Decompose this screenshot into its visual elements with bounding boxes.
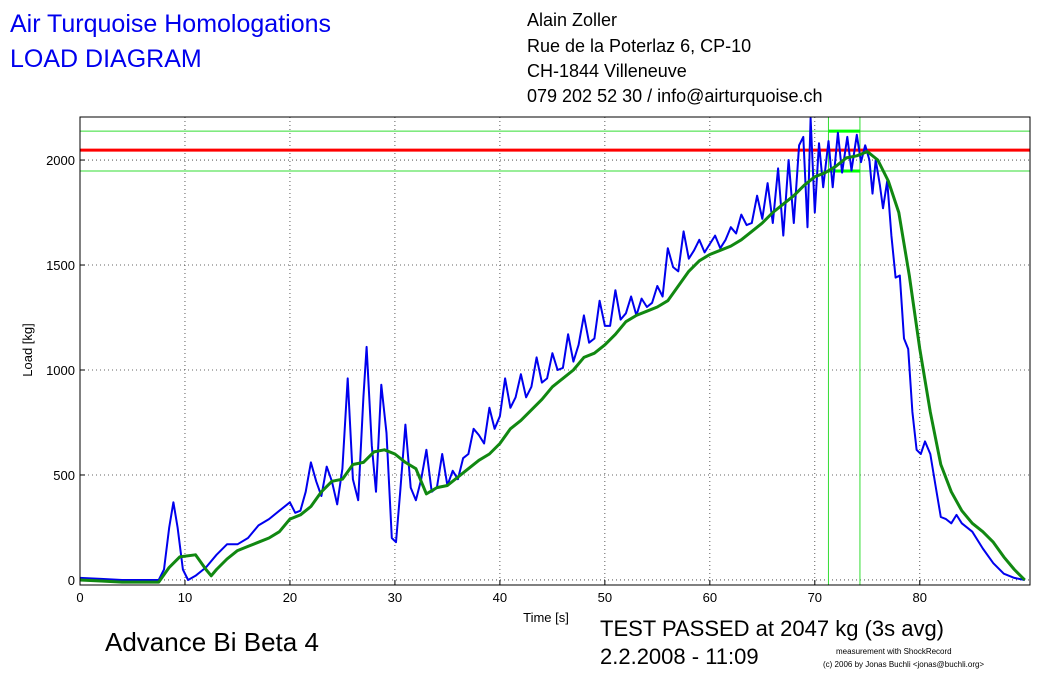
y-tick-label: 1500: [46, 258, 75, 273]
plot-frame: [79, 116, 1031, 586]
series-line: [79, 150, 1026, 584]
x-tick-label: 50: [598, 590, 612, 605]
address-line: Alain Zoller: [527, 10, 617, 30]
x-axis-label: Time [s]: [523, 610, 569, 625]
x-tick-label: 0: [76, 590, 83, 605]
y-tick-label: 1000: [46, 363, 75, 378]
subtitle: LOAD DIAGRAM: [10, 45, 202, 73]
y-tick-label: 500: [53, 468, 75, 483]
x-tick-label: 40: [493, 590, 507, 605]
title: Air Turquoise Homologations: [10, 10, 331, 38]
y-tick-label: 2000: [46, 153, 75, 168]
y-tick-label: 0: [68, 573, 75, 588]
x-tick-label: 80: [913, 590, 927, 605]
series-line: [79, 117, 1025, 581]
test-date: 2.2.2008 - 11:09: [600, 644, 759, 669]
credit: (c) 2006 by Jonas Buchli <jonas@buchli.o…: [823, 660, 984, 669]
address-line: 079 202 52 30 / info@airturquoise.ch: [527, 86, 822, 106]
y-axis-label: Load [kg]: [20, 323, 35, 377]
test-result: TEST PASSED at 2047 kg (3s avg): [600, 616, 944, 641]
address-line: Rue de la Poterlaz 6, CP-10: [527, 36, 751, 56]
x-tick-label: 60: [703, 590, 717, 605]
x-tick-label: 30: [388, 590, 402, 605]
address-line: CH-1844 Villeneuve: [527, 61, 687, 81]
x-tick-label: 10: [178, 590, 192, 605]
credit: measurement with ShockRecord: [836, 647, 952, 656]
x-tick-label: 20: [283, 590, 297, 605]
glider-name: Advance Bi Beta 4: [105, 627, 319, 657]
x-tick-label: 70: [808, 590, 822, 605]
